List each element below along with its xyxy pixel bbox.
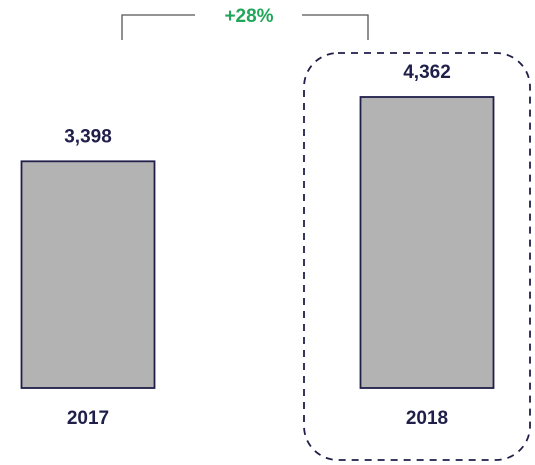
value-label: 4,362: [403, 62, 451, 83]
highlight-box: [303, 52, 531, 461]
value-label: 3,398: [64, 126, 112, 147]
bar: [359, 96, 495, 389]
bar: [20, 160, 156, 389]
growth-bracket: [121, 14, 369, 40]
x-tick-label: 2018: [406, 408, 448, 429]
growth-annotation: +28%: [224, 6, 273, 27]
x-tick-label: 2017: [67, 408, 109, 429]
